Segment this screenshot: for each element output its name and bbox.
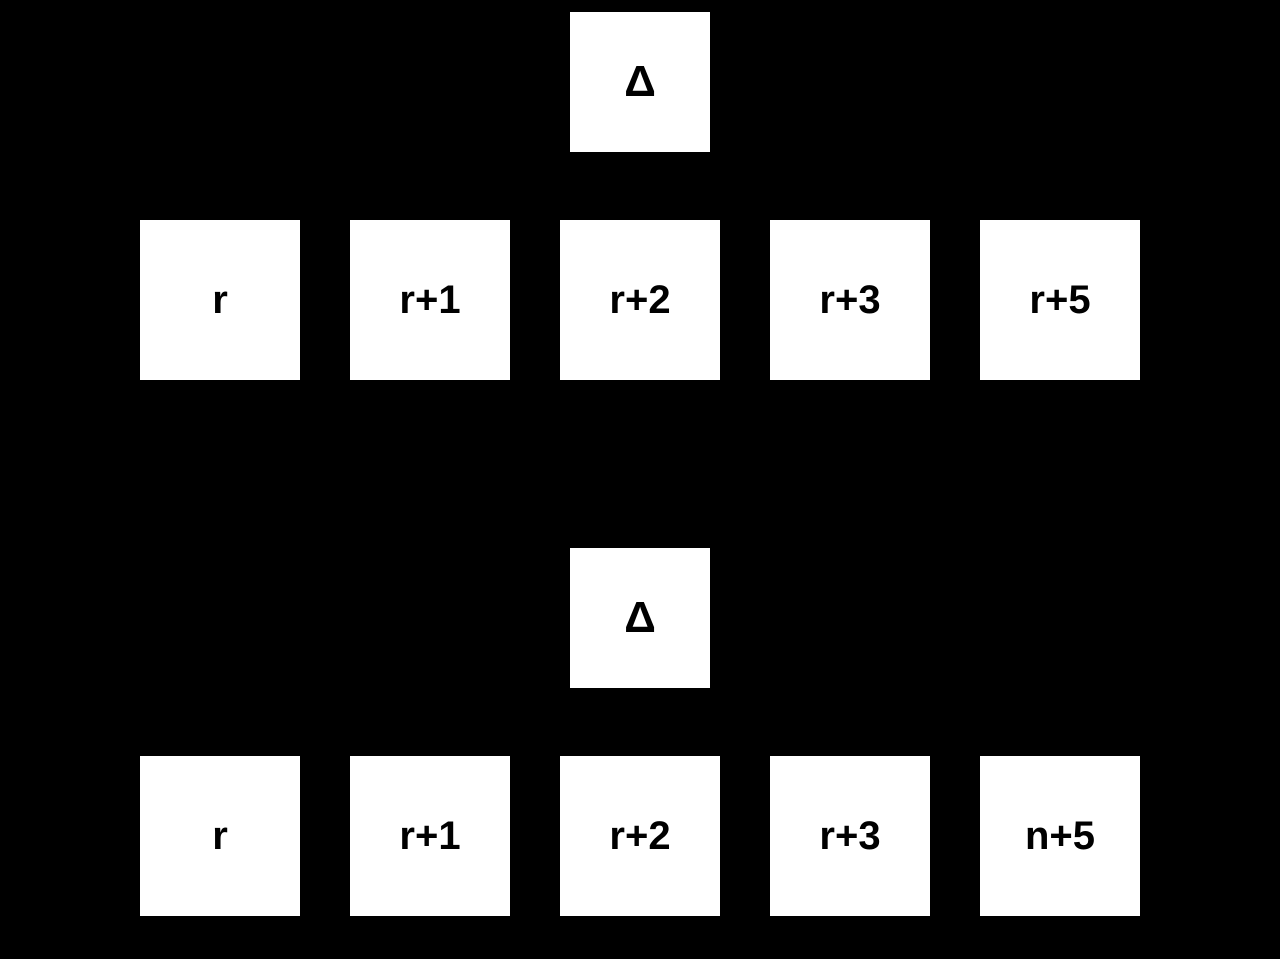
cell-node: r [140,756,300,916]
cell-node: r+3 [770,756,930,916]
diagram-stage: Δr r+1 r+2 r+3 r+5 Δr r+1 r+2 r+3 n+5 [0,0,1280,959]
cell-node: r+5 [980,220,1140,380]
cell-node: r+1 [350,220,510,380]
cell-node: n+5 [980,756,1140,916]
cell-node: r+3 [770,220,930,380]
root-node: Δ [570,12,710,152]
cell-node: r [140,220,300,380]
cell-node: r+2 [560,220,720,380]
cell-node: r+1 [350,756,510,916]
root-node: Δ [570,548,710,688]
cell-node: r+2 [560,756,720,916]
